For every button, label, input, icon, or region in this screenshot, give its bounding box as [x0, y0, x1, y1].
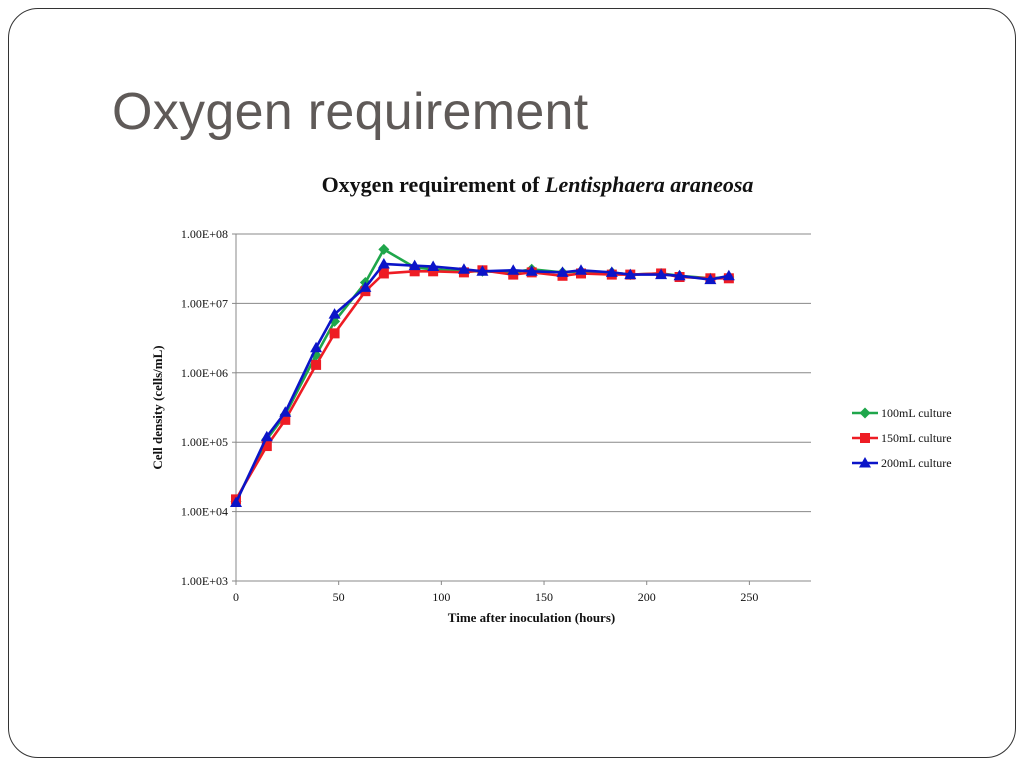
data-point-series-3: [328, 308, 341, 319]
data-point-series-3: [624, 268, 637, 280]
data-point-series-3: [457, 263, 470, 274]
data-point-series-3: [704, 273, 717, 285]
tick-label-x: 150: [535, 590, 553, 604]
tick-label-x: 0: [233, 590, 239, 604]
legend-marker: [860, 433, 870, 443]
legend-label: 100mL culture: [881, 406, 952, 420]
chart-title-species: Lentisphaera araneosa: [545, 172, 754, 197]
tick-label-y: 1.00E+06: [181, 366, 228, 380]
data-point-series-2: [329, 328, 340, 339]
data-point-series-1: [378, 243, 390, 255]
tick-label-x: 100: [432, 590, 450, 604]
data-point-series-3: [655, 268, 668, 280]
data-point-series-3: [722, 269, 735, 281]
data-point-series-2: [378, 268, 389, 279]
y-axis-label: Cell density (cells/mL): [150, 345, 165, 469]
slide-title: Oxygen requirement: [112, 83, 589, 141]
tick-label-y: 1.00E+07: [181, 296, 228, 310]
series-line-2: [234, 268, 729, 501]
x-axis-label: Time after inoculation (hours): [448, 610, 615, 625]
data-point-series-3: [310, 341, 323, 353]
legend-marker: [859, 457, 871, 468]
data-point-series-3: [605, 266, 618, 277]
tick-label-y: 1.00E+03: [181, 574, 228, 588]
legend-label: 150mL culture: [881, 431, 952, 445]
data-point-series-2: [280, 414, 291, 425]
data-point-series-3: [359, 281, 372, 292]
data-point-series-3: [279, 406, 292, 417]
tick-label-x: 200: [638, 590, 656, 604]
data-point-series-2: [311, 359, 322, 370]
data-point-series-3: [230, 496, 242, 508]
data-point-series-3: [525, 265, 538, 276]
data-point-series-2: [409, 266, 420, 277]
data-point-series-2: [428, 266, 439, 277]
legend-label: 200mL culture: [881, 456, 952, 470]
series-line-3: [234, 262, 730, 504]
tick-label-x: 50: [333, 590, 345, 604]
data-point-series-3: [377, 257, 390, 269]
data-point-series-2: [261, 441, 272, 452]
data-point-series-3: [408, 259, 421, 271]
data-point-series-3: [476, 265, 489, 276]
data-point-series-3: [556, 266, 569, 277]
tick-label-x: 250: [740, 590, 758, 604]
data-point-series-3: [507, 264, 520, 275]
tick-label-y: 1.00E+05: [181, 435, 228, 449]
legend-marker: [859, 407, 871, 419]
chart-title: Oxygen requirement of Lentisphaera arane…: [0, 172, 1024, 198]
tick-label-y: 1.00E+04: [181, 505, 228, 519]
data-point-series-3: [427, 260, 440, 272]
slide-frame: [8, 8, 1016, 758]
chart-title-main: Oxygen requirement of: [321, 172, 545, 197]
data-point-series-3: [260, 430, 273, 442]
data-point-series-3: [575, 264, 587, 275]
tick-label-y: 1.00E+08: [181, 227, 228, 241]
data-point-series-3: [673, 269, 686, 281]
